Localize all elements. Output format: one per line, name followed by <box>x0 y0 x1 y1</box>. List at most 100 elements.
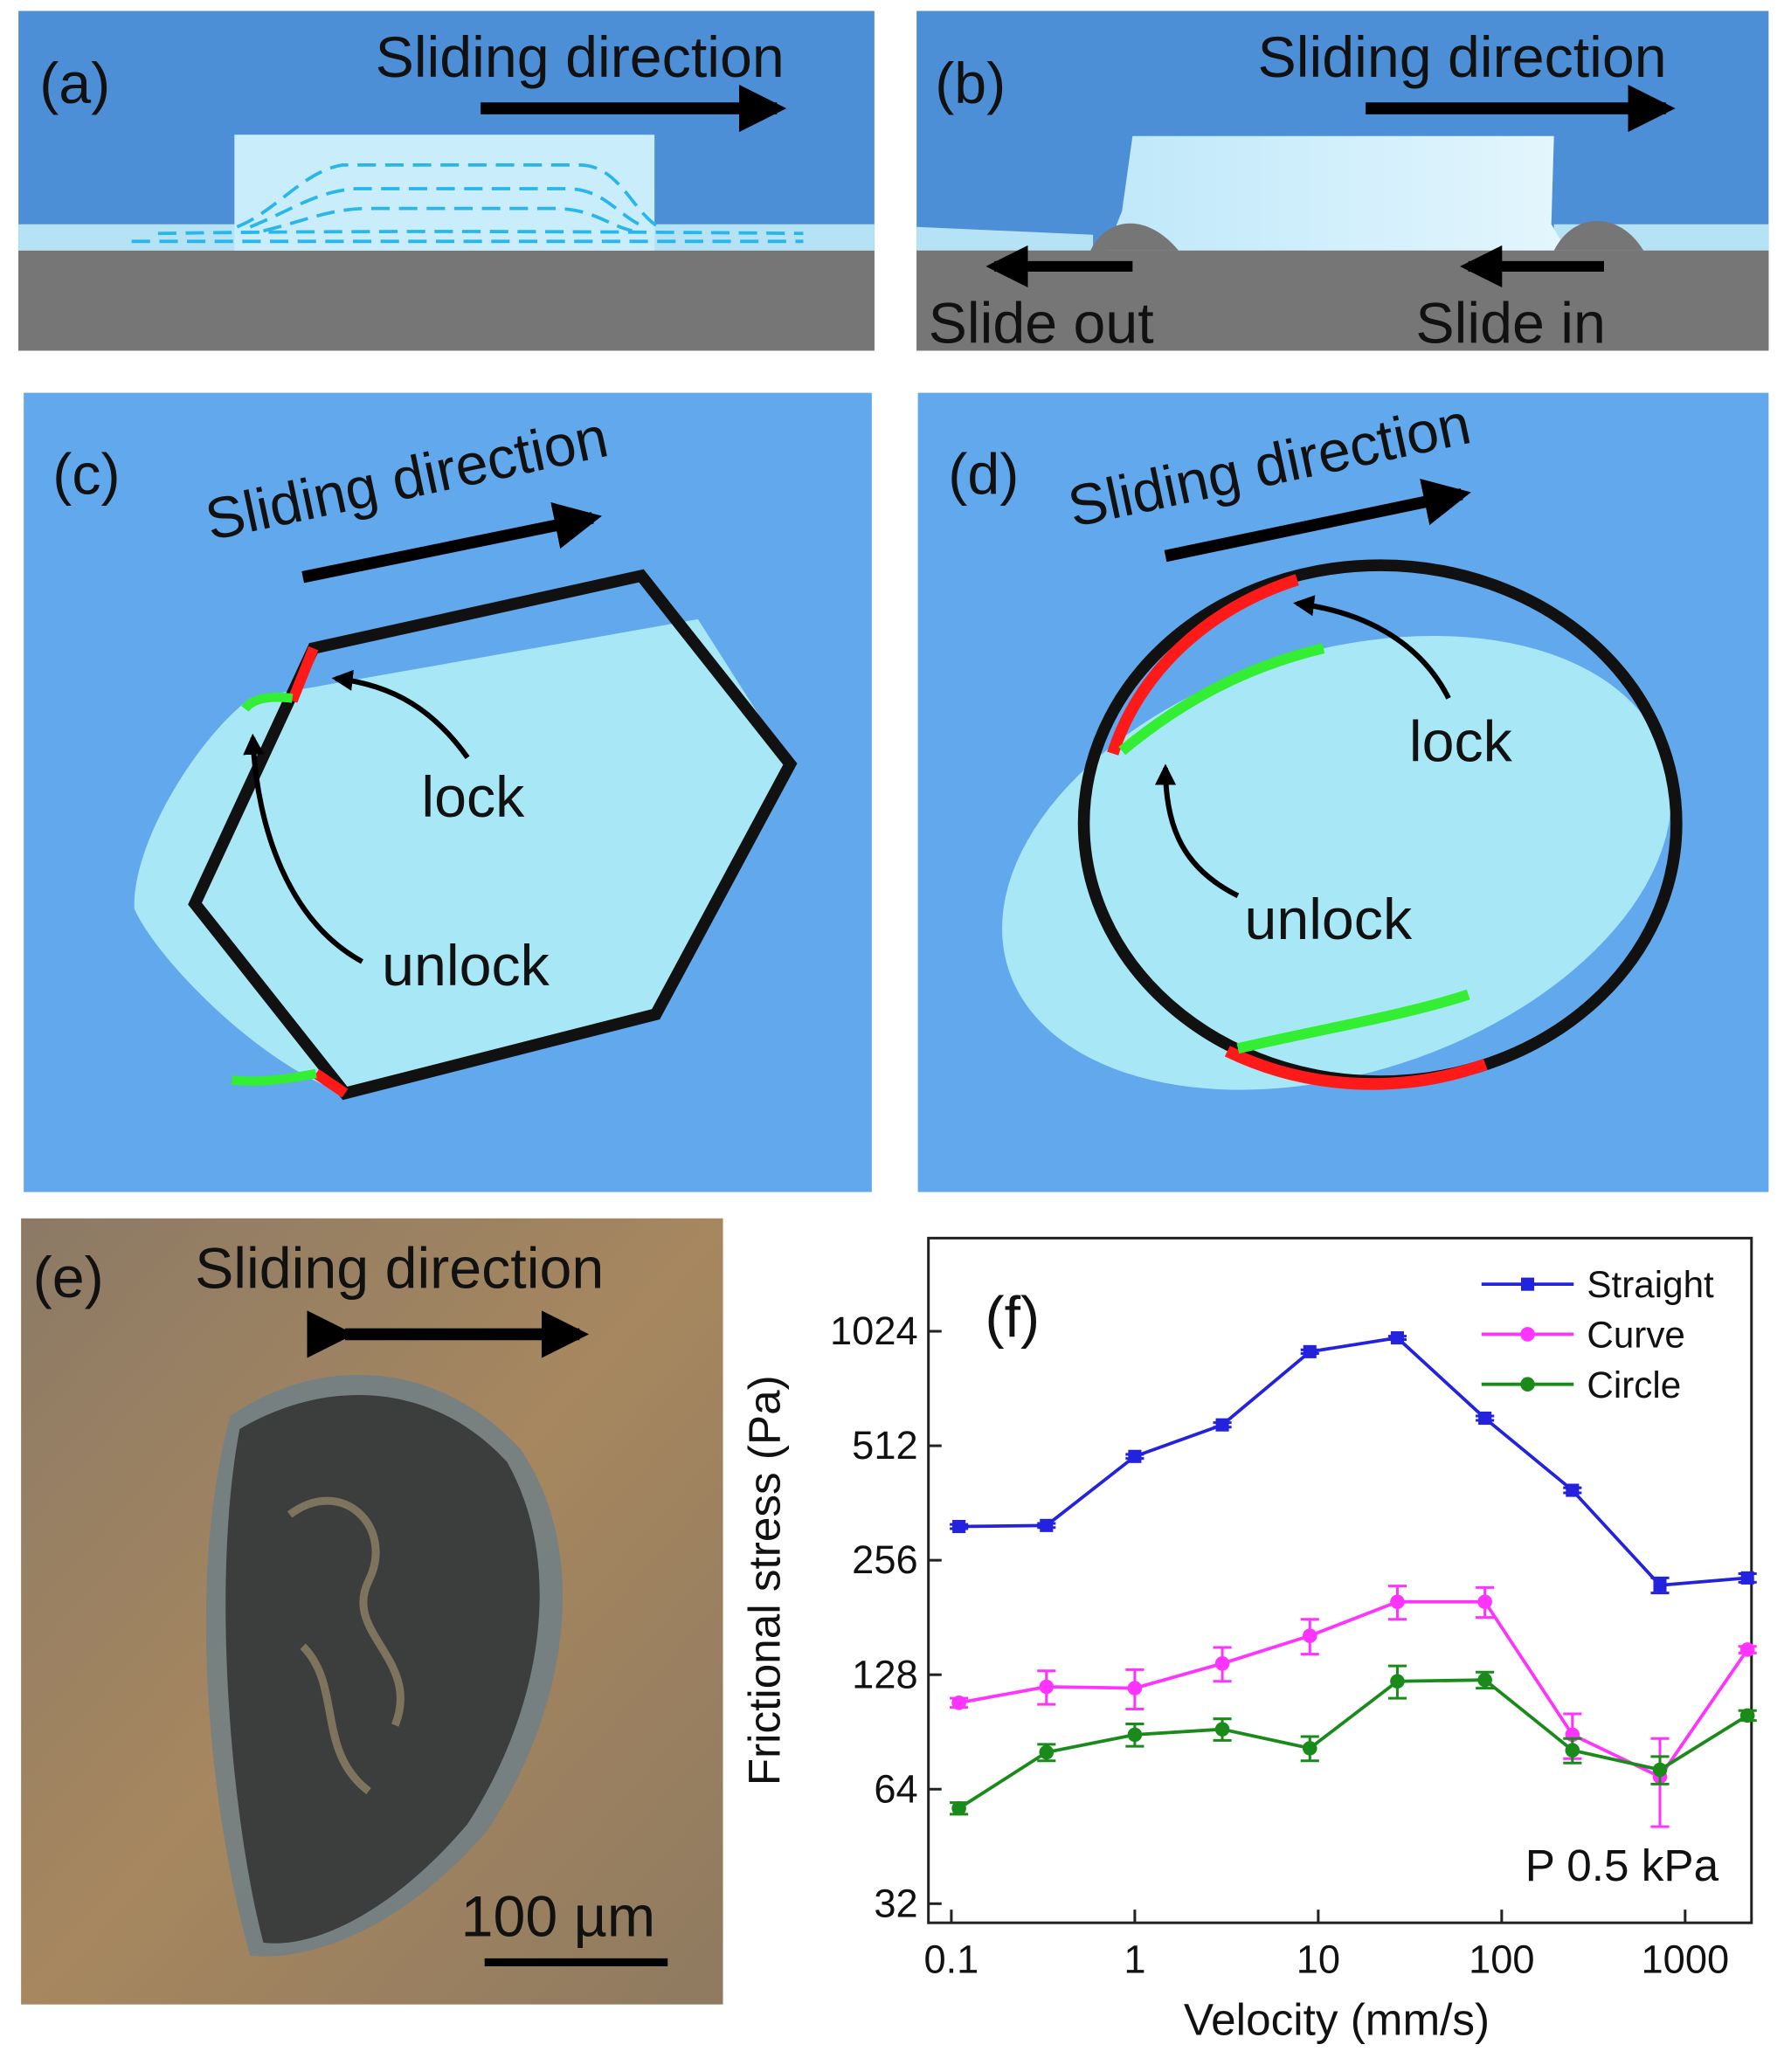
panel-b: (b) Sliding direction Slide out Slide in <box>916 10 1769 356</box>
flow-lines <box>131 163 804 244</box>
x-tick-label: 10 <box>1297 1937 1340 1981</box>
point <box>1390 1594 1405 1610</box>
unlock-pointer <box>243 733 363 964</box>
panel-f: (f) P 0.5 kPa Velocity (mm/s) Frictional… <box>739 1236 1757 2044</box>
unlock-label: unlock <box>1244 888 1413 952</box>
panel-a: (a) Sliding direction <box>18 10 875 351</box>
y-tick-label: 1024 <box>830 1309 918 1353</box>
arrow <box>1164 479 1471 563</box>
unlock-edge <box>1118 643 1325 756</box>
point <box>1128 1449 1142 1463</box>
arrow <box>301 501 602 584</box>
block <box>1106 135 1567 251</box>
point <box>1477 1594 1492 1610</box>
panel-label: (f) <box>985 1285 1041 1350</box>
legend-marker <box>1520 1277 1535 1291</box>
texture <box>287 1496 405 1795</box>
substrate <box>18 250 875 351</box>
series-line <box>958 1599 1749 1779</box>
point <box>1390 1331 1404 1345</box>
y-tick-label: 32 <box>874 1881 917 1925</box>
x-axis-label: Velocity (mm/s) <box>1184 1994 1490 2044</box>
panel-d: (d) Sliding direction lock unlock <box>917 391 1769 1192</box>
point <box>1303 1344 1317 1358</box>
point <box>1652 1762 1668 1778</box>
lock-edge <box>313 1068 349 1098</box>
legend-label: Straight <box>1587 1264 1714 1305</box>
bump <box>1090 223 1179 251</box>
contact-area <box>1002 635 1671 1090</box>
scale-label: 100 µm <box>461 1884 656 1949</box>
x-tick-label: 1000 <box>1642 1937 1730 1981</box>
point <box>1039 1744 1055 1760</box>
point <box>1302 1628 1317 1643</box>
y-axis-label: Frictional stress (Pa) <box>739 1375 789 1785</box>
point <box>952 1519 966 1534</box>
lock-edge <box>287 646 319 703</box>
legend-marker <box>1520 1377 1535 1392</box>
y-tick-label: 128 <box>852 1652 917 1696</box>
unlock-edge <box>1236 989 1470 1054</box>
lock-label: lock <box>421 765 525 830</box>
point <box>951 1800 966 1816</box>
point <box>1214 1656 1230 1671</box>
panel-c: (c) Sliding direction lock unlock <box>24 392 872 1192</box>
unlock-edge <box>241 693 294 713</box>
x-tick-label: 100 <box>1469 1937 1534 1981</box>
point <box>1390 1674 1405 1689</box>
lock-pointer <box>331 669 470 759</box>
lock-edge <box>1107 574 1299 756</box>
point <box>1478 1411 1492 1426</box>
crystal <box>225 1394 540 1944</box>
series-line <box>958 1336 1748 1587</box>
unlock-pointer <box>1154 763 1240 899</box>
point <box>1214 1722 1230 1737</box>
point <box>1653 1578 1667 1592</box>
annotation: P 0.5 kPa <box>1525 1841 1719 1890</box>
panel-e: (e) Sliding direction 100 µm <box>21 1218 723 2005</box>
plot-frame <box>927 1236 1753 1924</box>
legend-label: Curve <box>1587 1314 1685 1355</box>
liquid-layer <box>916 226 1094 251</box>
legend-marker <box>1520 1327 1535 1342</box>
direction-label: Sliding direction <box>1258 25 1667 90</box>
x-tick-label: 1 <box>1124 1937 1145 1981</box>
y-tick-label: 64 <box>874 1766 917 1811</box>
slide-out-label: Slide out <box>929 291 1154 356</box>
unlock-edge <box>231 1068 317 1086</box>
bump <box>1553 220 1644 251</box>
y-tick-label: 256 <box>852 1537 917 1582</box>
panel-label: (d) <box>948 443 1019 508</box>
unlock-label: unlock <box>382 934 550 998</box>
direction-label: Sliding direction <box>195 1237 604 1302</box>
panel-label: (e) <box>33 1246 104 1310</box>
point <box>1127 1681 1143 1696</box>
direction-label: Sliding direction <box>376 25 785 90</box>
point <box>1566 1483 1580 1497</box>
lock-label: lock <box>1409 710 1513 775</box>
point <box>1739 1642 1755 1657</box>
point <box>1740 1571 1754 1585</box>
contact-area <box>134 618 791 1094</box>
point <box>1040 1518 1054 1532</box>
slide-in-label: Slide in <box>1415 291 1606 356</box>
panel-label: (c) <box>52 443 120 508</box>
point <box>1739 1708 1755 1723</box>
point <box>1477 1672 1492 1688</box>
point <box>951 1696 966 1710</box>
point <box>1565 1743 1580 1758</box>
x-tick-label: 0.1 <box>923 1937 978 1981</box>
lock-edge <box>1224 1046 1488 1090</box>
panel-label: (b) <box>935 52 1006 116</box>
point <box>1215 1418 1229 1432</box>
hexagon <box>188 569 798 1101</box>
panel-label: (a) <box>39 52 110 116</box>
series-line <box>958 1678 1749 1810</box>
y-tick-label: 512 <box>852 1423 917 1468</box>
point <box>1039 1679 1055 1695</box>
point <box>1127 1727 1143 1743</box>
legend-label: Circle <box>1587 1364 1681 1406</box>
lock-pointer <box>1292 595 1451 700</box>
point <box>1302 1741 1317 1756</box>
